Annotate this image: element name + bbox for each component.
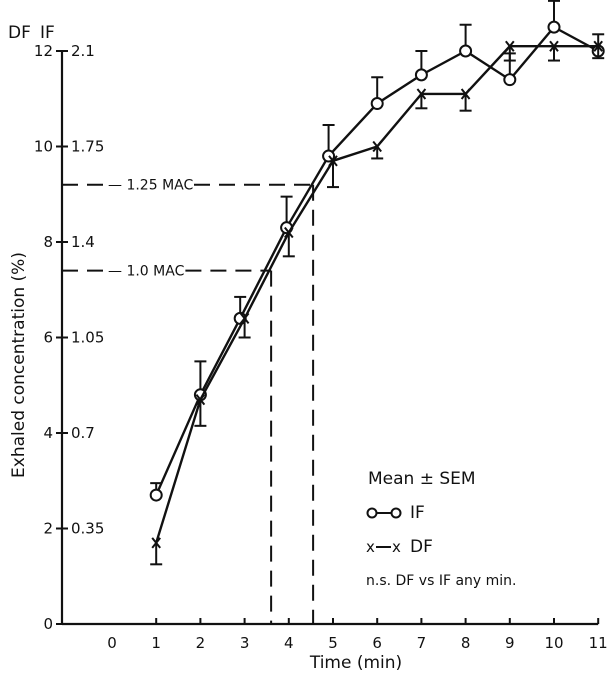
mac-label-1: — 1.25 MAC — [108, 178, 193, 194]
x-tick-label-5: 5 — [328, 634, 338, 652]
point-if-5 — [370, 97, 384, 111]
point-df-9 — [549, 40, 559, 52]
point-df-10 — [593, 40, 603, 52]
x-tick-label-9: 9 — [505, 634, 515, 652]
legend-if-marker-1 — [366, 507, 378, 519]
y-tick-label-df-2: 4 — [43, 424, 53, 442]
point-if-9 — [547, 20, 561, 34]
legend-note: n.s. DF vs IF any min. — [366, 573, 517, 589]
y-tick-label-df-3: 6 — [43, 329, 53, 347]
x-tick-label-8: 8 — [461, 634, 471, 652]
legend-df-marker-2: x — [392, 538, 401, 556]
legend-title: Mean ± SEM — [368, 469, 476, 489]
point-df-7 — [460, 88, 471, 100]
point-if-6 — [414, 68, 428, 82]
y-axis-title: Exhaled concentration (%) — [9, 252, 29, 478]
y-tick-label-df-6: 12 — [34, 42, 53, 60]
point-df-4 — [328, 155, 338, 167]
y-tick-label-if-4: 1.75 — [71, 138, 104, 156]
point-if-7 — [459, 44, 473, 58]
legend: Mean ± SEM IF x x DF n.s. DF vs IF any m… — [366, 469, 517, 589]
point-df-2 — [239, 312, 250, 325]
point-df-6 — [416, 88, 427, 100]
x-tick-label-4: 4 — [284, 634, 294, 652]
point-df-3 — [284, 226, 294, 239]
point-if-8 — [503, 73, 517, 87]
point-df-1 — [195, 393, 206, 406]
x-tick-label-2: 2 — [196, 634, 206, 652]
point-df-8 — [505, 40, 515, 52]
point-df-5 — [372, 140, 382, 153]
y-tick-label-df-5: 10 — [34, 138, 53, 156]
y-tick-label-if-0: 0.35 — [71, 520, 104, 538]
y-tick-label-if-2: 1.05 — [71, 329, 104, 347]
legend-if-label: IF — [410, 503, 425, 523]
x-axis-title: Time (min) — [309, 653, 402, 673]
y-tick-label-df-0: 0 — [43, 615, 53, 633]
point-if-0 — [149, 488, 163, 502]
y-tick-label-if-5: 2.1 — [71, 42, 95, 60]
point-df-0 — [151, 537, 161, 549]
x-tick-label-3: 3 — [240, 634, 250, 652]
y-tick-label-df-4: 8 — [43, 233, 53, 251]
y-tick-label-df-1: 2 — [43, 520, 53, 538]
legend-df-marker-1: x — [366, 538, 375, 556]
legend-df-label: DF — [410, 537, 433, 557]
reference-lines: — 1.0 MAC — 1.25 MAC — [62, 178, 315, 624]
x-tick-label-11: 11 — [589, 634, 608, 652]
y-tick-label-if-3: 1.4 — [71, 233, 95, 251]
y-tick-label-if-1: 0.7 — [71, 424, 95, 442]
x-tick-label-6: 6 — [372, 634, 382, 652]
mac-label-0: — 1.0 MAC — [108, 264, 185, 280]
header-label-df: DF — [8, 23, 31, 43]
x-tick-label-0: 0 — [107, 634, 117, 652]
header-label-if: IF — [40, 23, 55, 43]
x-tick-label-10: 10 — [544, 634, 563, 652]
legend-if-marker-2 — [390, 507, 402, 519]
x-tick-label-7: 7 — [417, 634, 427, 652]
series-group — [149, 0, 605, 566]
x-tick-label-1: 1 — [151, 634, 161, 652]
